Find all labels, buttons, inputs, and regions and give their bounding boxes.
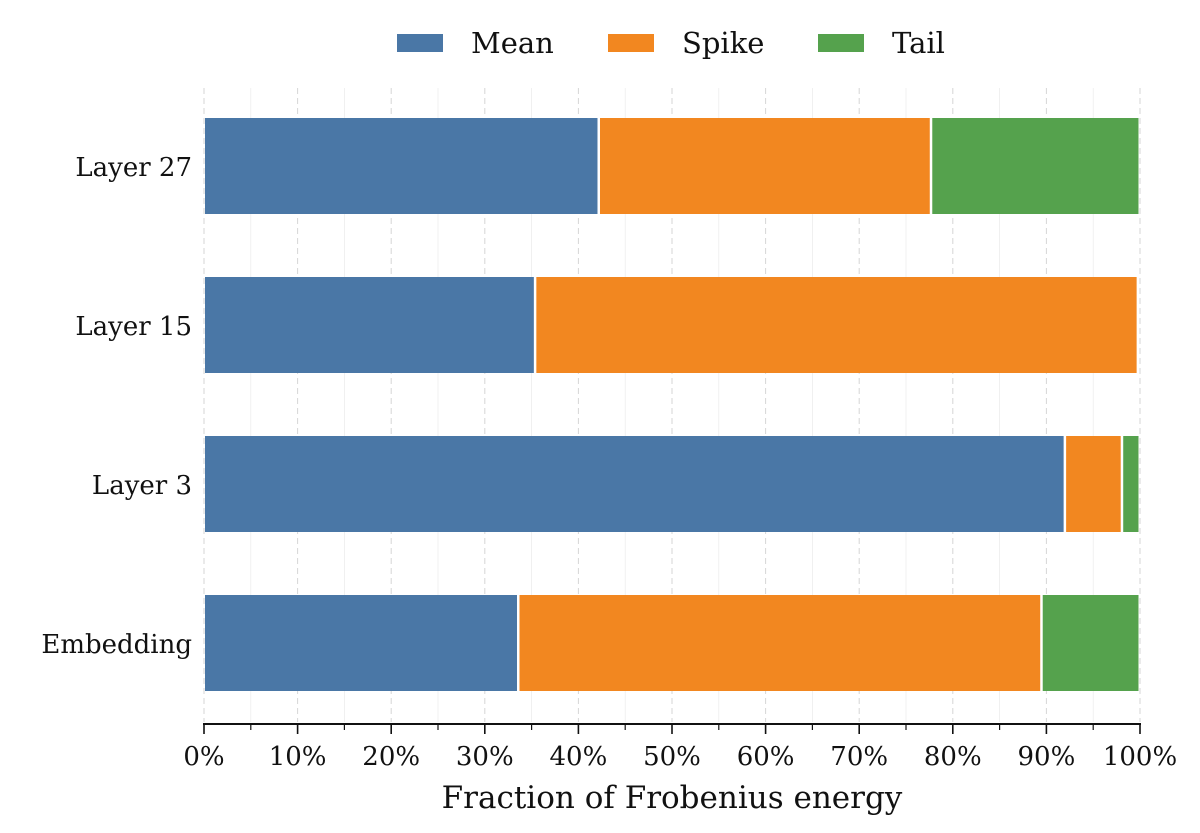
legend-label-spike: Spike <box>682 26 764 60</box>
y-tick-label: Layer 3 <box>92 471 192 501</box>
y-tick-label: Embedding <box>41 630 192 660</box>
x-tick-label: 30% <box>456 742 514 772</box>
legend-swatch-tail <box>818 34 864 52</box>
x-tick-label: 40% <box>550 742 608 772</box>
bar-spike-layer-3 <box>1066 436 1121 532</box>
bar-tail-layer-3 <box>1123 436 1139 532</box>
legend-swatch-spike <box>608 34 654 52</box>
x-tick-label: 80% <box>924 742 982 772</box>
x-tick-label: 50% <box>643 742 701 772</box>
bar-mean-layer-27 <box>205 118 598 214</box>
x-tick-label: 90% <box>1018 742 1076 772</box>
x-tick-label: 20% <box>362 742 420 772</box>
x-axis: 0% 10% 20% 30% 40% 50% 60% 70% 80% 90% 100% <box>183 723 1177 772</box>
y-tick-label: Layer 15 <box>75 312 192 342</box>
legend-label-mean: Mean <box>471 26 554 60</box>
x-tick-label: 100% <box>1103 742 1177 772</box>
x-axis-title: Fraction of Frobenius energy <box>442 780 903 816</box>
x-tick-label: 10% <box>269 742 327 772</box>
x-tick-label: 0% <box>183 742 224 772</box>
bar-tail-layer-27 <box>932 118 1139 214</box>
legend-swatch-mean <box>397 34 443 52</box>
bar-spike-layer-27 <box>599 118 930 214</box>
x-tick-label: 70% <box>830 742 888 772</box>
bar-tail-embedding <box>1042 595 1139 691</box>
y-tick-label: Layer 27 <box>75 153 192 183</box>
legend-label-tail: Tail <box>892 26 945 60</box>
x-tick-label: 60% <box>737 742 795 772</box>
bar-spike-layer-15 <box>536 277 1137 373</box>
bar-spike-embedding <box>519 595 1041 691</box>
legend: Mean Spike Tail <box>397 26 945 60</box>
bars <box>205 118 1139 691</box>
bar-mean-layer-15 <box>205 277 534 373</box>
bar-mean-layer-3 <box>205 436 1064 532</box>
bar-mean-embedding <box>205 595 517 691</box>
y-axis-labels: Layer 27 Layer 15 Layer 3 Embedding <box>41 153 192 660</box>
